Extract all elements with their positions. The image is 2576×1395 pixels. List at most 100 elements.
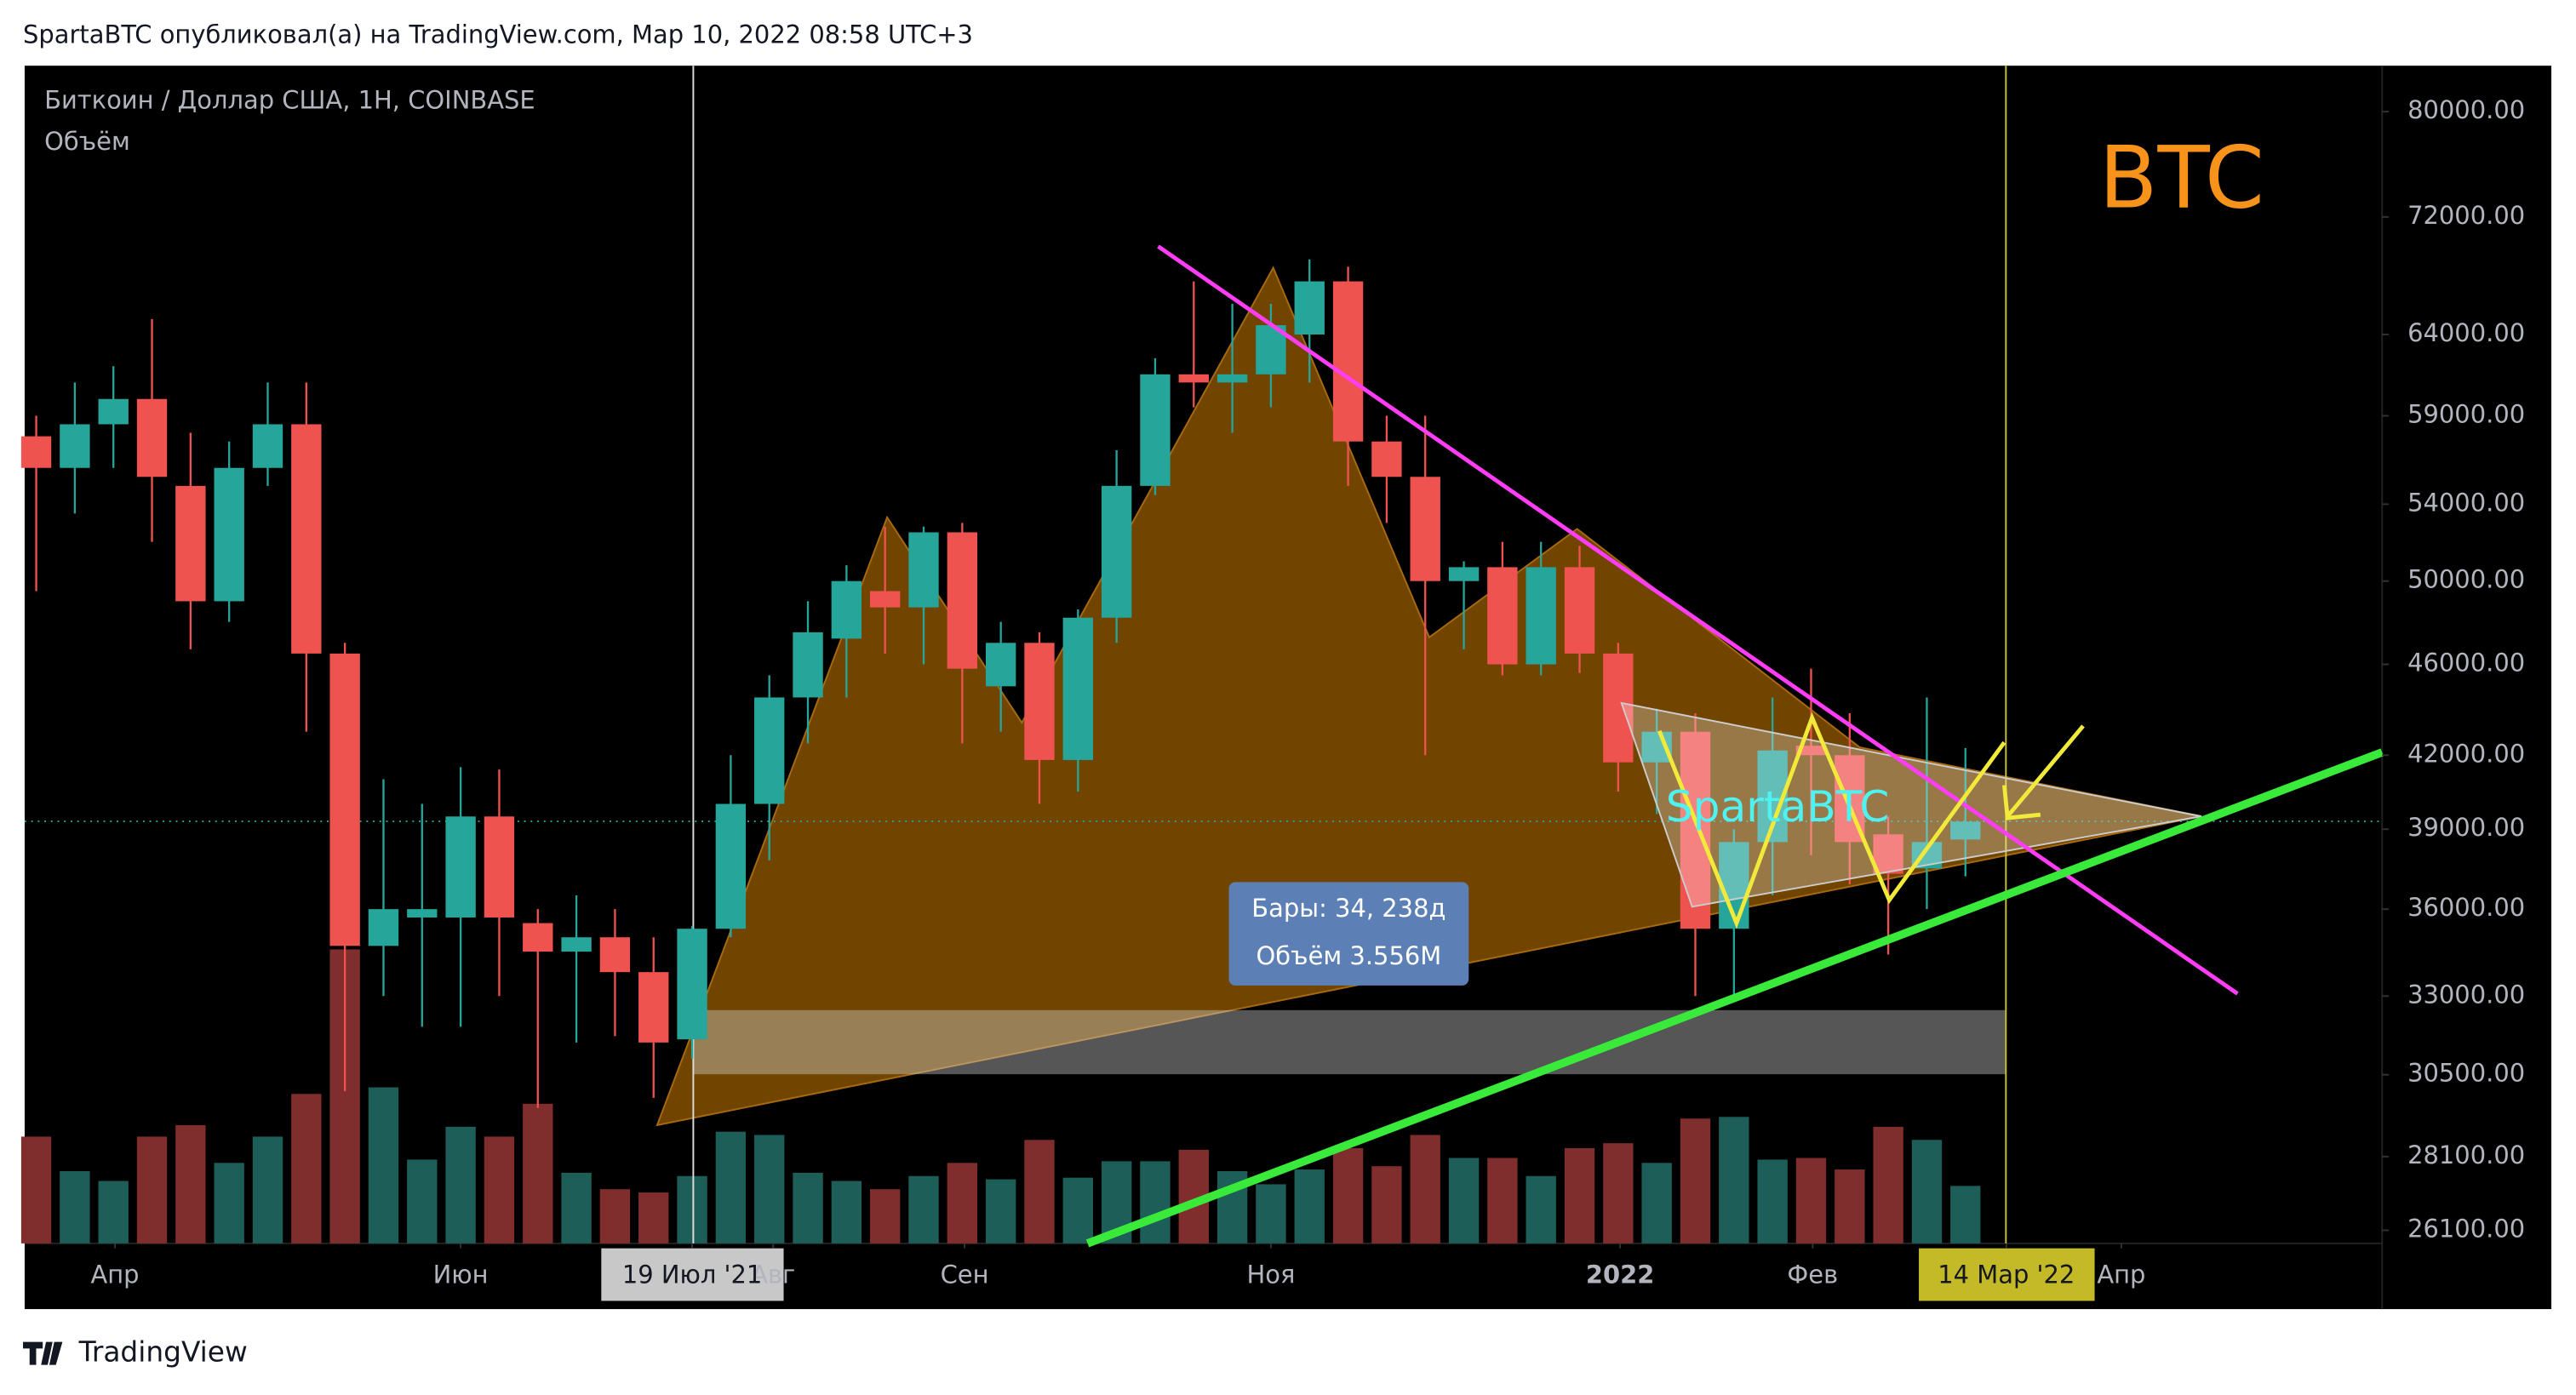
candle-body — [793, 632, 823, 698]
candle-body — [175, 485, 206, 602]
indicator-name: Объём — [44, 127, 130, 156]
volume-bar — [136, 1136, 168, 1243]
x-tick-label: Фев — [1787, 1260, 1838, 1289]
x-tick-label: Июн — [433, 1260, 489, 1289]
volume-bar — [445, 1126, 476, 1243]
publish-header: SpartaBTC опубликовал(а) на TradingView.… — [23, 20, 973, 49]
btc-label: BTC — [2099, 128, 2264, 227]
candle-body — [1062, 617, 1093, 760]
candle-body — [523, 923, 553, 952]
resistance-line — [1157, 244, 2239, 996]
axes-layer: 80000.00 72000.00 64000.00 59000.00 54000.00… — [90, 95, 2525, 1289]
volume-bar — [1371, 1166, 1402, 1243]
range-box — [693, 1009, 2006, 1075]
support-line — [1085, 748, 2384, 1248]
candle-body — [985, 643, 1016, 687]
y-tick-label: 64000.00 — [2407, 318, 2525, 347]
volume-bar — [831, 1181, 862, 1243]
volume-bar — [1680, 1118, 1711, 1243]
candle-body — [599, 937, 631, 973]
logo-text: TradingView — [78, 1336, 248, 1369]
candle-body — [754, 697, 785, 804]
candle-body — [1564, 567, 1595, 654]
candle-body — [368, 909, 399, 946]
x-tick-label: 2022 — [1586, 1260, 1655, 1289]
y-tick-label: 46000.00 — [2407, 649, 2525, 677]
candle-body — [1795, 746, 1827, 756]
volume-bar — [1873, 1126, 1903, 1243]
x-tick-label: 14 Мар '22 — [1938, 1260, 2075, 1289]
wedge-triangle — [1620, 701, 2202, 908]
candle-body — [445, 816, 476, 918]
volume-bar — [599, 1189, 631, 1243]
volume-bar — [870, 1189, 901, 1243]
volume-bar — [252, 1136, 283, 1243]
candle-body — [1603, 653, 1634, 763]
y-tick-label: 42000.00 — [2407, 739, 2525, 768]
candle-body — [484, 816, 515, 918]
y-tick-label: 36000.00 — [2407, 893, 2525, 922]
candle-body — [1371, 441, 1402, 477]
end-date-badge — [1919, 1248, 2095, 1301]
volume-bar — [20, 1136, 52, 1243]
volume-bar — [1062, 1177, 1093, 1243]
y-tick-label: 80000.00 — [2407, 95, 2525, 124]
volume-bar — [291, 1094, 322, 1243]
candle-body — [908, 532, 939, 608]
volume-bar — [1795, 1158, 1827, 1243]
y-tick-label: 59000.00 — [2407, 399, 2525, 428]
candle-body — [1487, 567, 1518, 665]
y-tick-label: 72000.00 — [2407, 201, 2525, 230]
volume-bar — [677, 1175, 707, 1243]
x-tick-label: Апр — [2097, 1260, 2145, 1289]
candle-body — [1410, 477, 1440, 581]
candle-body — [214, 467, 244, 602]
candle-body — [1332, 281, 1364, 442]
candle-body — [252, 424, 283, 468]
candle-body — [1950, 821, 1981, 840]
x-tick-label: Сен — [941, 1260, 989, 1289]
candle-body — [1294, 281, 1325, 335]
tooltip-bars: Бары: 34, 238д — [1251, 894, 1445, 923]
volume-bar — [1332, 1147, 1364, 1243]
volume-bar — [214, 1163, 244, 1243]
volume-bar — [60, 1170, 90, 1243]
volume-bar — [1526, 1175, 1556, 1243]
volume-bar — [1757, 1159, 1788, 1243]
volume-bar — [1140, 1161, 1171, 1243]
volume-bar — [98, 1181, 129, 1243]
candle-body — [561, 937, 592, 952]
candle-body — [136, 398, 168, 477]
logo-mark — [23, 1341, 63, 1365]
volume-bar — [1256, 1184, 1286, 1243]
candle-body — [1680, 731, 1711, 929]
candle-body — [329, 653, 360, 946]
candle-body — [715, 803, 747, 929]
candle-body — [407, 909, 438, 918]
tooltip-volume: Объём 3.556M — [1257, 941, 1442, 970]
candles-layer — [20, 259, 1981, 1108]
volume-bar — [407, 1159, 438, 1243]
y-tick-label: 54000.00 — [2407, 488, 2525, 517]
volume-bar — [715, 1131, 747, 1243]
candle-body — [1448, 567, 1480, 581]
volume-bar — [793, 1172, 823, 1243]
candle-body — [1024, 643, 1055, 760]
x-tick-label: Авг — [751, 1260, 795, 1289]
volume-bar — [908, 1175, 939, 1243]
volume-bar — [1719, 1117, 1749, 1243]
volume-bar — [1410, 1135, 1440, 1243]
volume-bar — [754, 1135, 785, 1243]
candle-body — [291, 424, 322, 654]
volume-layer — [20, 949, 1981, 1243]
candle-body — [1101, 485, 1132, 618]
x-tick-label: Ноя — [1246, 1260, 1295, 1289]
volume-bar — [1603, 1143, 1634, 1243]
candle-body — [98, 398, 129, 425]
candle-body — [1526, 567, 1556, 665]
volume-bar — [1294, 1169, 1325, 1243]
candle-body — [638, 972, 669, 1043]
volume-bar — [368, 1087, 399, 1243]
